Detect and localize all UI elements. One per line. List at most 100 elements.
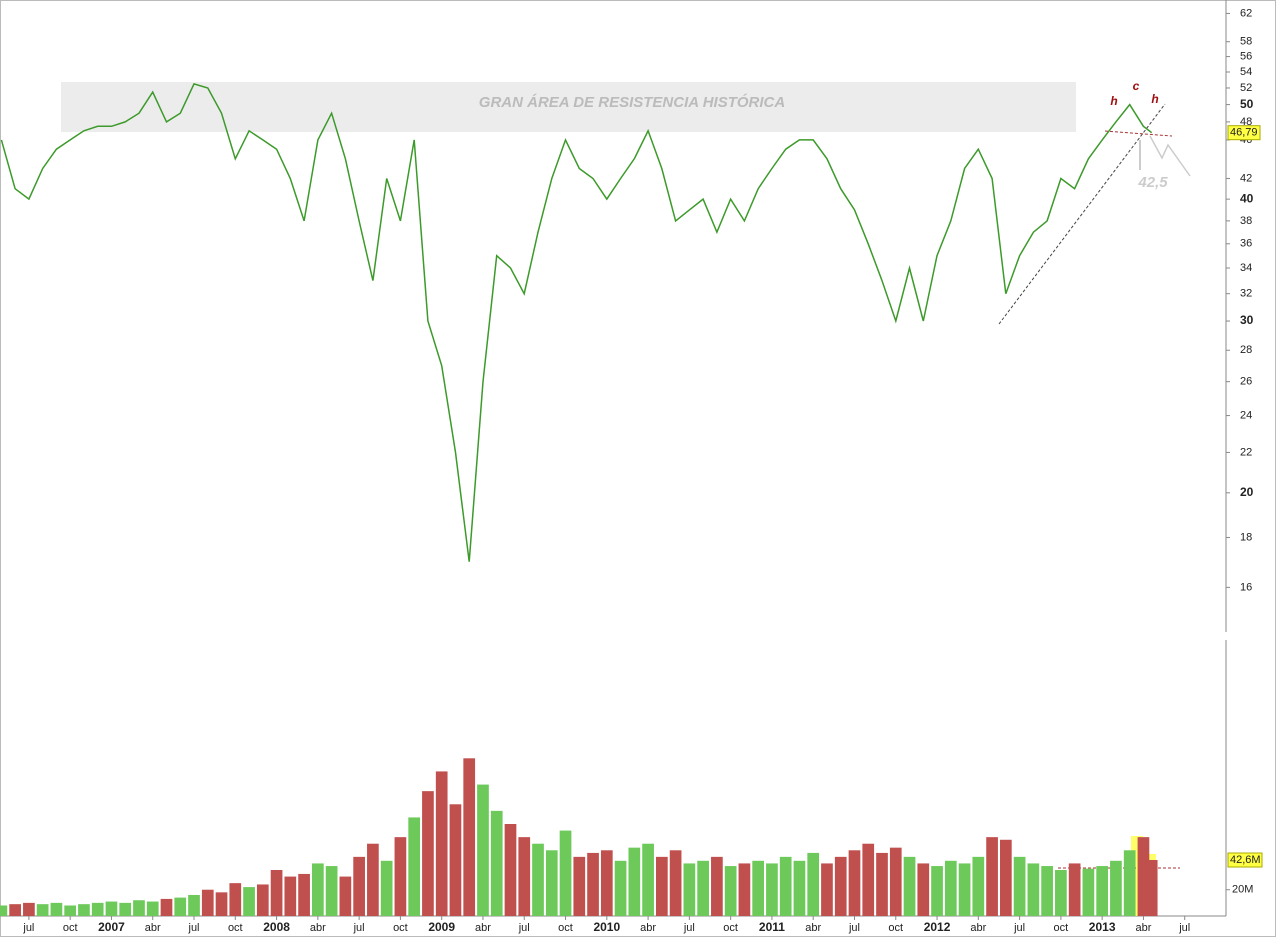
y-tick-label: 20M [1232, 884, 1253, 896]
x-tick-label: oct [393, 922, 408, 934]
volume-bar [559, 830, 572, 916]
volume-bar [711, 856, 723, 916]
x-tick-label: abr [970, 922, 986, 934]
volume-bar [201, 889, 214, 916]
volume-bar [999, 839, 1012, 916]
x-tick-label: oct [558, 922, 573, 934]
volume-bar [339, 876, 352, 916]
x-tick-label: oct [888, 922, 903, 934]
annotation: c [1133, 79, 1140, 93]
x-tick-label: oct [228, 922, 243, 934]
price-line [0, 82, 1153, 562]
volume-bar [1123, 850, 1136, 916]
volume-bar [119, 902, 132, 916]
volume-bar [1137, 837, 1150, 916]
volume-bar [958, 863, 971, 916]
y-tick-label: 58 [1240, 36, 1252, 48]
volume-bar [490, 810, 503, 916]
y-tick-label: 42 [1240, 172, 1252, 184]
volume-bar [573, 856, 586, 916]
x-tick-label: jul [848, 922, 860, 934]
resistance-band [61, 82, 1076, 132]
y-tick-label: 20 [1240, 485, 1254, 499]
volume-bar [642, 843, 654, 916]
volume-bar [848, 850, 861, 916]
volume-bar [367, 843, 379, 916]
volume-bar [160, 898, 173, 916]
annotation: h [1110, 94, 1117, 108]
volume-bar [1027, 863, 1040, 916]
volume-bar [697, 860, 709, 916]
y-tick-label: 24 [1240, 409, 1252, 421]
x-tick-label: abr [145, 922, 161, 934]
volume-bar [876, 852, 888, 916]
y-tick-label: 32 [1240, 288, 1252, 300]
volume-bar [9, 904, 21, 916]
volume-bar [600, 850, 613, 916]
volume-bar [380, 860, 393, 916]
y-tick-label: 38 [1240, 215, 1252, 227]
annotation: h [1151, 92, 1158, 106]
x-tick-label: 2008 [263, 920, 290, 934]
volume-bar [1110, 860, 1122, 916]
volume-bar [518, 837, 531, 916]
volume-bar [188, 894, 200, 916]
y-tick-label: 22 [1240, 446, 1252, 458]
volume-bar [614, 860, 627, 916]
x-tick-label: 2007 [98, 920, 125, 934]
volume-bar [133, 900, 145, 916]
volume-bar [229, 883, 242, 916]
volume-bar [1096, 866, 1109, 916]
x-tick-label: 2010 [593, 920, 620, 934]
volume-bar [394, 837, 407, 916]
projection-arrow [1149, 135, 1191, 177]
y-tick-label: 54 [1240, 66, 1252, 78]
x-tick-label: abr [805, 922, 821, 934]
volume-bar [889, 847, 902, 916]
volume-bar [972, 856, 985, 916]
volume-bar [793, 860, 806, 916]
y-tick-label: 36 [1240, 238, 1252, 250]
y-tick-label: 18 [1240, 531, 1252, 543]
volume-bar [779, 856, 792, 916]
y-tick-label: 62 [1240, 7, 1252, 19]
volume-bar [105, 901, 118, 916]
volume-bar [862, 843, 875, 916]
volume-bar [1013, 856, 1026, 916]
y-tick-label: 50 [1240, 97, 1254, 111]
volume-bar [931, 866, 943, 916]
x-tick-label: abr [475, 922, 491, 934]
volume-bar [284, 876, 297, 916]
x-tick-label: oct [723, 922, 738, 934]
last-value-label: 42,6M [1230, 854, 1261, 866]
volume-bar [903, 856, 916, 916]
volume-bar [146, 901, 159, 916]
x-tick-label: 2009 [428, 920, 455, 934]
volume-bar [463, 758, 476, 916]
neckline [1104, 130, 1173, 137]
volume-bar [1082, 868, 1095, 916]
x-tick-label: jul [1013, 922, 1025, 934]
annotation: 42,5 [1137, 174, 1168, 191]
volume-bar [270, 870, 283, 916]
volume-bar [215, 892, 228, 916]
y-tick-label: 34 [1240, 262, 1252, 274]
x-tick-label: 2013 [1089, 920, 1116, 934]
volume-bar [243, 887, 255, 916]
volume-bar [1145, 860, 1158, 916]
volume-bar [36, 904, 49, 916]
last-value-label: 46,79 [1230, 127, 1258, 139]
volume-bar [545, 850, 558, 916]
volume-bar [1055, 870, 1067, 916]
last-value-box [1227, 852, 1263, 868]
volume-bar [628, 847, 641, 916]
volume-bar [91, 902, 104, 916]
y-tick-label: 56 [1240, 50, 1252, 62]
volume-bar [78, 904, 90, 916]
volume-bar [917, 863, 930, 916]
annotation: GRAN ÁREA DE RESISTENCIA HISTÓRICA [479, 93, 785, 111]
volume-bar [724, 866, 737, 916]
volume-bar [325, 866, 338, 916]
last-value-box [1227, 125, 1261, 141]
